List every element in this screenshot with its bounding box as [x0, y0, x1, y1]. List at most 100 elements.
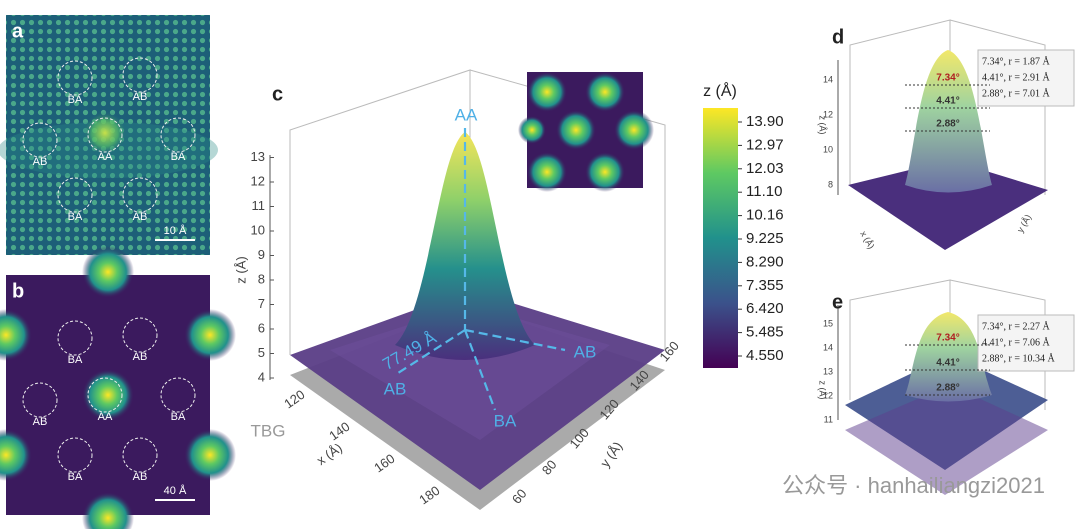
scale-bar-label: 40 Å [164, 484, 187, 497]
x-tick-label: 160 [371, 451, 397, 476]
z-tick-label: 12 [823, 390, 833, 400]
z-tick-label: 9 [258, 247, 265, 262]
z-tick-label: 10 [823, 144, 833, 154]
legend-entry: 2.88°, r = 10.34 Å [982, 352, 1055, 364]
panel-label: d [832, 26, 844, 48]
site-label: AB [33, 416, 48, 428]
site-label: AA [98, 151, 113, 163]
x-tick-label: 180 [416, 483, 442, 508]
site-circle [57, 437, 93, 473]
z-axis-label: z (Å) [233, 256, 248, 283]
z-axis-label: z (Å) [818, 116, 828, 135]
site-label: AB [133, 211, 148, 223]
colorbar-tick-label: 12.97 [746, 136, 784, 153]
z-tick-label: 11 [252, 198, 266, 213]
site-label: BA [171, 151, 186, 163]
colorbar [703, 108, 738, 368]
z-axis-label: z (Å) [818, 381, 828, 400]
site-circle [57, 320, 93, 356]
legend-entry: 2.88°, r = 7.01 Å [982, 87, 1050, 99]
site-label: AB [133, 471, 148, 483]
colorbar-tick-label: 12.03 [746, 160, 784, 177]
site-label: AB [33, 156, 48, 168]
site-circle [22, 382, 58, 418]
site-circle [122, 57, 158, 93]
z-tick-label: 4 [258, 369, 265, 384]
panel-label: a [12, 20, 24, 42]
z-tick-label: 13 [251, 149, 265, 164]
scale-bar-label: 10 Å [164, 224, 187, 237]
dashed-lines [394, 128, 566, 411]
z-tick-label: 5 [258, 345, 265, 360]
y-tick-label: 160 [656, 338, 681, 364]
site-label: BA [68, 354, 83, 366]
site-circle [87, 377, 123, 413]
annotation: AB [574, 342, 597, 361]
z-tick-label: 14 [823, 74, 833, 84]
panel-b-blobs [0, 246, 236, 529]
x-tick-label: 120 [281, 387, 307, 412]
panel-label: b [12, 280, 24, 302]
annotation: BA [494, 411, 517, 430]
site-circle [57, 177, 93, 213]
panel-label: c [272, 83, 283, 105]
legend-entry: 7.34°, r = 1.87 Å [982, 55, 1050, 67]
z-tick-label: 8 [828, 179, 833, 189]
site-label: AB [133, 351, 148, 363]
contour-label: 4.41° [936, 96, 959, 107]
z-tick-label: 14 [823, 342, 833, 352]
annotation: AA [455, 105, 478, 124]
z-tick-label: 7 [258, 296, 265, 311]
inset-blobs [518, 72, 654, 192]
colorbar-title: z (Å) [703, 81, 737, 100]
z-tick-label: 12 [823, 109, 833, 119]
colorbar-tick-label: 9.225 [746, 230, 784, 247]
z-tick-label: 6 [258, 320, 265, 335]
watermark: 公众号 · hanhailiangzi2021 [782, 473, 1045, 498]
site-circle [57, 60, 93, 96]
contour-label: 2.88° [936, 383, 959, 394]
z-tick-label: 8 [258, 271, 265, 286]
site-label: BA [68, 94, 83, 106]
colorbar-tick-label: 4.550 [746, 347, 784, 364]
y-axis-label: y (Å) [1015, 213, 1033, 234]
annotation: AB [384, 379, 407, 398]
z-tick-label: 13 [823, 366, 833, 376]
d-surface [848, 160, 1048, 250]
site-circle [122, 177, 158, 213]
colorbar-tick-label: 5.485 [746, 324, 784, 341]
site-circle [160, 377, 196, 413]
site-label: BA [68, 471, 83, 483]
colorbar-tick-label: 10.16 [746, 207, 784, 224]
x-axis-label: x (Å) [858, 229, 876, 250]
surface-shade [330, 305, 610, 440]
legend-entry: 7.34°, r = 2.27 Å [982, 320, 1050, 332]
legend-entry: 4.41°, r = 7.06 Å [982, 336, 1050, 348]
colorbar-tick-label: 6.420 [746, 300, 784, 317]
site-circle [22, 122, 58, 158]
colorbar-tick-label: 13.90 [746, 113, 784, 130]
legend-box [977, 49, 1075, 107]
y-tick-label: 60 [509, 486, 530, 507]
y-axis-label: y (Å) [597, 439, 625, 470]
z-tick-label: 10 [251, 222, 265, 237]
site-circle [87, 117, 123, 153]
site-label: BA [171, 411, 186, 423]
contour-label: 2.88° [936, 119, 959, 130]
annotation: TBG [251, 421, 286, 440]
colorbar-tick-label: 11.10 [746, 183, 782, 200]
legend-entry: 4.41°, r = 2.91 Å [982, 71, 1050, 83]
contour-label: 7.34° [936, 73, 959, 84]
site-label: BA [68, 211, 83, 223]
e-peak [905, 312, 992, 402]
site-label: AB [133, 91, 148, 103]
site-circle [122, 317, 158, 353]
d-peak [905, 50, 992, 193]
x-tick-label: 140 [326, 419, 352, 444]
e-lower-surface [845, 385, 1048, 495]
site-circle [122, 437, 158, 473]
legend-box [977, 314, 1075, 372]
colorbar-tick-label: 7.355 [746, 277, 784, 294]
z-tick-label: 12 [251, 173, 265, 188]
